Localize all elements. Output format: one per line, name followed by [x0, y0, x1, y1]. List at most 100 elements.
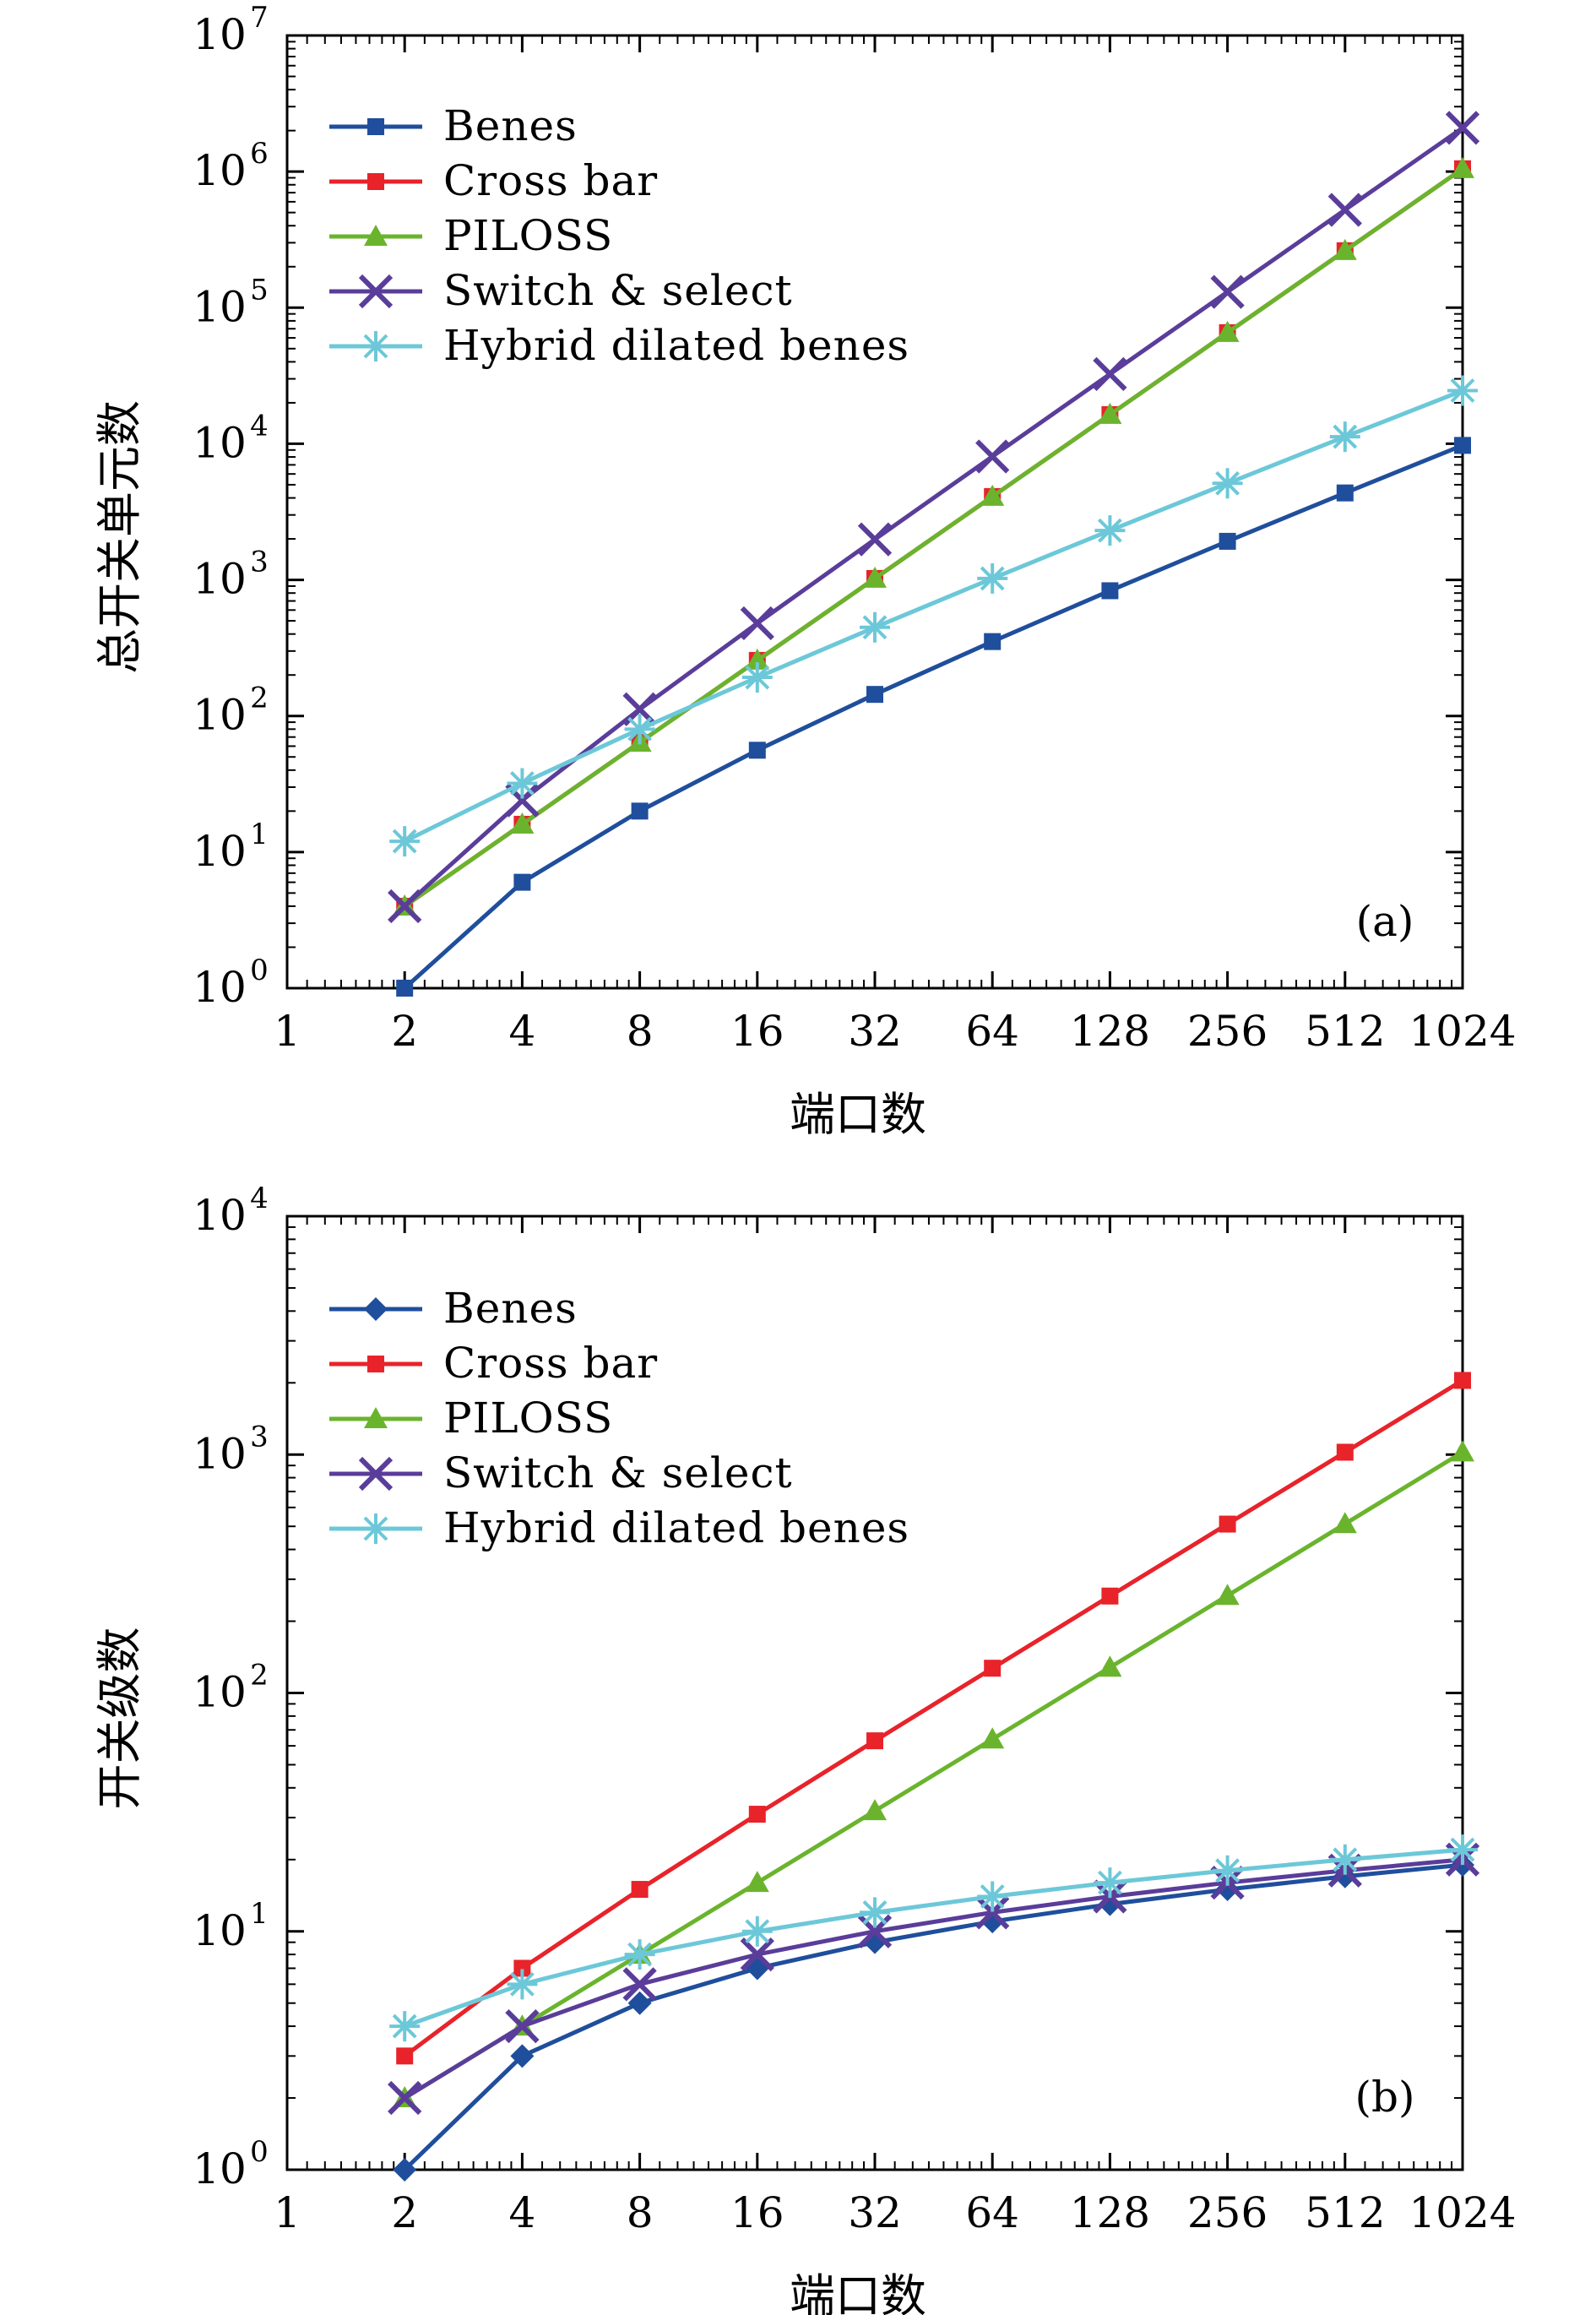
- y-tick-label: 10: [193, 827, 247, 876]
- legend-marker: [364, 1407, 388, 1428]
- x-axis-title: 端口数: [790, 2269, 926, 2315]
- x-tick-label: 1: [274, 1007, 301, 1056]
- data-point-hybrid-dilated-benes: [1329, 1844, 1360, 1875]
- data-point-switch-select: [975, 439, 1010, 474]
- data-point-benes: [1454, 437, 1471, 454]
- data-point-hybrid-dilated-benes: [1447, 375, 1478, 406]
- data-point-piloss: [1451, 156, 1474, 178]
- data-point-switch-select: [1210, 274, 1245, 309]
- data-point-piloss: [1098, 1655, 1122, 1677]
- y-tick-label: 10: [193, 146, 247, 195]
- series-switch-select: [388, 1842, 1480, 2116]
- data-point-benes: [1219, 532, 1236, 550]
- data-point-piloss: [1098, 402, 1122, 424]
- x-minor-ticks: [306, 35, 1453, 988]
- series-benes: [393, 1853, 1474, 2182]
- y-minor-ticks: [287, 41, 1463, 948]
- data-point-cross-bar: [1454, 1372, 1471, 1389]
- data-point-benes: [396, 980, 414, 997]
- series-line-switch-select: [403, 1857, 1463, 2100]
- data-point-piloss: [863, 566, 887, 588]
- data-point-switch-select: [1327, 193, 1362, 227]
- y-tick-label: 10: [193, 1429, 247, 1478]
- x-tick-label: 32: [848, 2188, 902, 2237]
- data-point-switch-select: [740, 606, 774, 641]
- y-tick-exponent: 5: [250, 273, 269, 307]
- data-point-switch-select: [740, 1937, 774, 1972]
- data-point-benes: [631, 802, 649, 820]
- x-tick-label: 4: [508, 2188, 535, 2237]
- data-point-cross-bar: [748, 1806, 766, 1823]
- panel-label: (a): [1356, 897, 1414, 946]
- data-point-hybrid-dilated-benes: [860, 1897, 890, 1928]
- y-tick-exponent: 1: [250, 1897, 269, 1931]
- data-point-switch-select: [388, 2080, 422, 2116]
- data-point-hybrid-dilated-benes: [389, 2011, 421, 2042]
- x-tick-label: 512: [1305, 1007, 1385, 1056]
- x-minor-ticks: [306, 1216, 1453, 2170]
- data-point-hybrid-dilated-benes: [624, 714, 655, 745]
- legend-item-cross-bar: Cross bar: [329, 1339, 658, 1388]
- data-point-switch-select: [505, 2008, 540, 2044]
- x-tick-label: 2: [391, 1007, 418, 1056]
- data-point-benes: [510, 2044, 535, 2068]
- data-point-piloss: [745, 648, 769, 670]
- y-tick-exponent: 1: [250, 818, 269, 851]
- data-point-piloss: [863, 1799, 887, 1821]
- series-line-piloss: [403, 166, 1464, 909]
- legend-label: Benes: [443, 1284, 578, 1333]
- y-tick-exponent: 4: [250, 1182, 269, 1215]
- data-point-piloss: [1215, 320, 1240, 342]
- data-point-piloss: [510, 812, 535, 834]
- data-point-switch-select: [857, 522, 893, 557]
- x-tick-label: 128: [1070, 2188, 1150, 2237]
- series-line-piloss: [403, 1450, 1464, 2100]
- y-axis-title: 开关级数: [93, 1628, 146, 1810]
- data-point-hybrid-dilated-benes: [741, 1916, 773, 1947]
- y-tick-exponent: 3: [250, 546, 269, 579]
- data-point-piloss: [1333, 1512, 1357, 1534]
- legend: Benes Cross bar PILOSS Switch & select Hybri…: [329, 1284, 909, 1552]
- data-point-piloss: [745, 1871, 769, 1893]
- data-point-piloss: [1215, 1584, 1240, 1606]
- x-tick-label: 64: [965, 2188, 1019, 2237]
- legend-item-hybrid-dilated-benes: Hybrid dilated benes: [329, 321, 909, 370]
- data-point-hybrid-dilated-benes: [977, 1881, 1008, 1912]
- data-point-switch-select: [1093, 356, 1127, 392]
- data-point-hybrid-dilated-benes: [1094, 1867, 1126, 1899]
- x-tick-label: 256: [1187, 1007, 1268, 1056]
- data-point-hybrid-dilated-benes: [389, 826, 421, 857]
- x-tick-label: 16: [730, 2188, 784, 2237]
- legend-label: Cross bar: [443, 1339, 658, 1388]
- y-tick-label: 10: [193, 282, 247, 331]
- data-point-hybrid-dilated-benes: [1447, 1834, 1478, 1866]
- data-point-benes: [1101, 582, 1119, 600]
- series-cross-bar: [396, 1372, 1471, 2065]
- legend-marker: [358, 274, 394, 309]
- series-line-cross-bar: [403, 1378, 1464, 2058]
- legend-label: Switch & select: [443, 1448, 793, 1497]
- series-line-benes: [403, 1862, 1463, 2171]
- data-point-cross-bar: [1101, 1587, 1119, 1605]
- x-tick-label: 8: [627, 2188, 654, 2237]
- legend-item-benes: Benes: [329, 1284, 578, 1333]
- y-tick-label: 10: [193, 1906, 247, 1955]
- data-point-cross-bar: [866, 1732, 883, 1750]
- legend-label: Hybrid dilated benes: [443, 321, 909, 370]
- data-point-hybrid-dilated-benes: [1329, 421, 1360, 453]
- data-point-piloss: [1451, 1440, 1474, 1462]
- legend-marker: [367, 1356, 384, 1372]
- series-hybrid-dilated-benes: [389, 1834, 1478, 2042]
- legend-marker: [367, 118, 384, 135]
- x-tick-label: 1024: [1409, 1007, 1516, 1056]
- legend: Benes Cross bar PILOSS Switch & select Hybri…: [329, 101, 909, 370]
- series-line-benes: [403, 443, 1463, 990]
- series-line-hybrid-dilated-benes: [404, 389, 1463, 844]
- data-point-hybrid-dilated-benes: [977, 562, 1008, 594]
- y-tick-label: 10: [193, 963, 247, 1012]
- data-point-cross-bar: [1336, 1443, 1354, 1461]
- legend-label: Cross bar: [443, 156, 658, 205]
- data-point-cross-bar: [1219, 1515, 1236, 1533]
